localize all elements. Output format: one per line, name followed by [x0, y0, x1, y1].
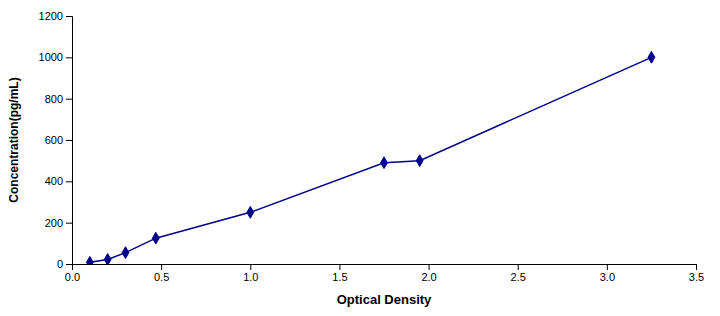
x-tick-label: 3.0: [600, 271, 615, 283]
x-tick-label: 0.5: [154, 271, 169, 283]
x-tick-label: 1.5: [332, 271, 347, 283]
line: [90, 57, 652, 262]
x-axis-line: [73, 265, 697, 271]
y-tick-mark: [66, 57, 72, 58]
x-tick: 2.5: [511, 264, 526, 283]
x-tick-mark: [339, 264, 340, 270]
y-tick-label: 200: [45, 217, 63, 229]
y-tick: 1200: [39, 10, 72, 22]
x-axis: 0.0 0.5 1.0 1.5 2.0 2.5 3.0 3.5: [65, 264, 704, 283]
y-tick-label: 400: [45, 175, 63, 187]
y-tick-label: 0: [57, 258, 63, 270]
x-tick-mark: [429, 264, 430, 270]
x-tick: 1.0: [243, 264, 258, 283]
marker: [381, 157, 388, 169]
y-tick-mark: [66, 223, 72, 224]
chart: 0.0 0.5 1.0 1.5 2.0 2.5 3.0 3.5 0 200 400 600 800 100…: [0, 0, 720, 316]
y-tick-mark: [66, 264, 72, 265]
x-tick-mark: [250, 264, 251, 270]
x-tick-label: 2.5: [511, 271, 526, 283]
x-tick-mark: [607, 264, 608, 270]
x-tick-label: 1.0: [243, 271, 258, 283]
y-tick: 600: [45, 134, 72, 146]
y-tick-label: 1200: [39, 10, 63, 22]
y-axis-title: Concentration(pg/mL): [7, 77, 21, 202]
marker: [122, 247, 129, 259]
x-tick-mark: [161, 264, 162, 270]
marker: [86, 256, 93, 264]
x-tick-mark: [696, 264, 697, 270]
x-tick-label: 0.0: [65, 271, 80, 283]
marker: [648, 51, 655, 63]
x-tick-label: 3.5: [689, 271, 704, 283]
x-tick-mark: [518, 264, 519, 270]
y-tick-label: 800: [45, 93, 63, 105]
x-tick: 3.5: [689, 264, 704, 283]
x-tick: 1.5: [332, 264, 347, 283]
y-tick-label: 1000: [39, 51, 63, 63]
y-tick-mark: [66, 16, 72, 17]
y-tick-mark: [66, 181, 72, 182]
plot-area: 0.0 0.5 1.0 1.5 2.0 2.5 3.0 3.5 0 200 400 600 800 100…: [39, 10, 705, 283]
marker: [247, 206, 254, 218]
x-tick: 0.0: [65, 264, 80, 283]
y-tick: 800: [45, 93, 72, 105]
y-axis-line: [66, 17, 73, 265]
marker: [152, 232, 159, 244]
x-tick: 0.5: [154, 264, 169, 283]
x-tick: 2.0: [421, 264, 436, 283]
marker: [104, 254, 111, 264]
y-tick-mark: [66, 140, 72, 141]
y-tick: 200: [45, 217, 72, 229]
y-axis: 0 200 400 600 800 1000 1200: [39, 10, 73, 270]
x-tick: 3.0: [600, 264, 615, 283]
marker: [416, 155, 423, 167]
y-tick-label: 600: [45, 134, 63, 146]
marks: [86, 51, 654, 264]
x-axis-title: Optical Density: [337, 292, 432, 307]
y-tick: 0: [57, 258, 72, 270]
y-tick-mark: [66, 99, 72, 100]
y-tick: 400: [45, 175, 72, 187]
y-tick: 1000: [39, 51, 72, 63]
x-tick-label: 2.0: [421, 271, 436, 283]
